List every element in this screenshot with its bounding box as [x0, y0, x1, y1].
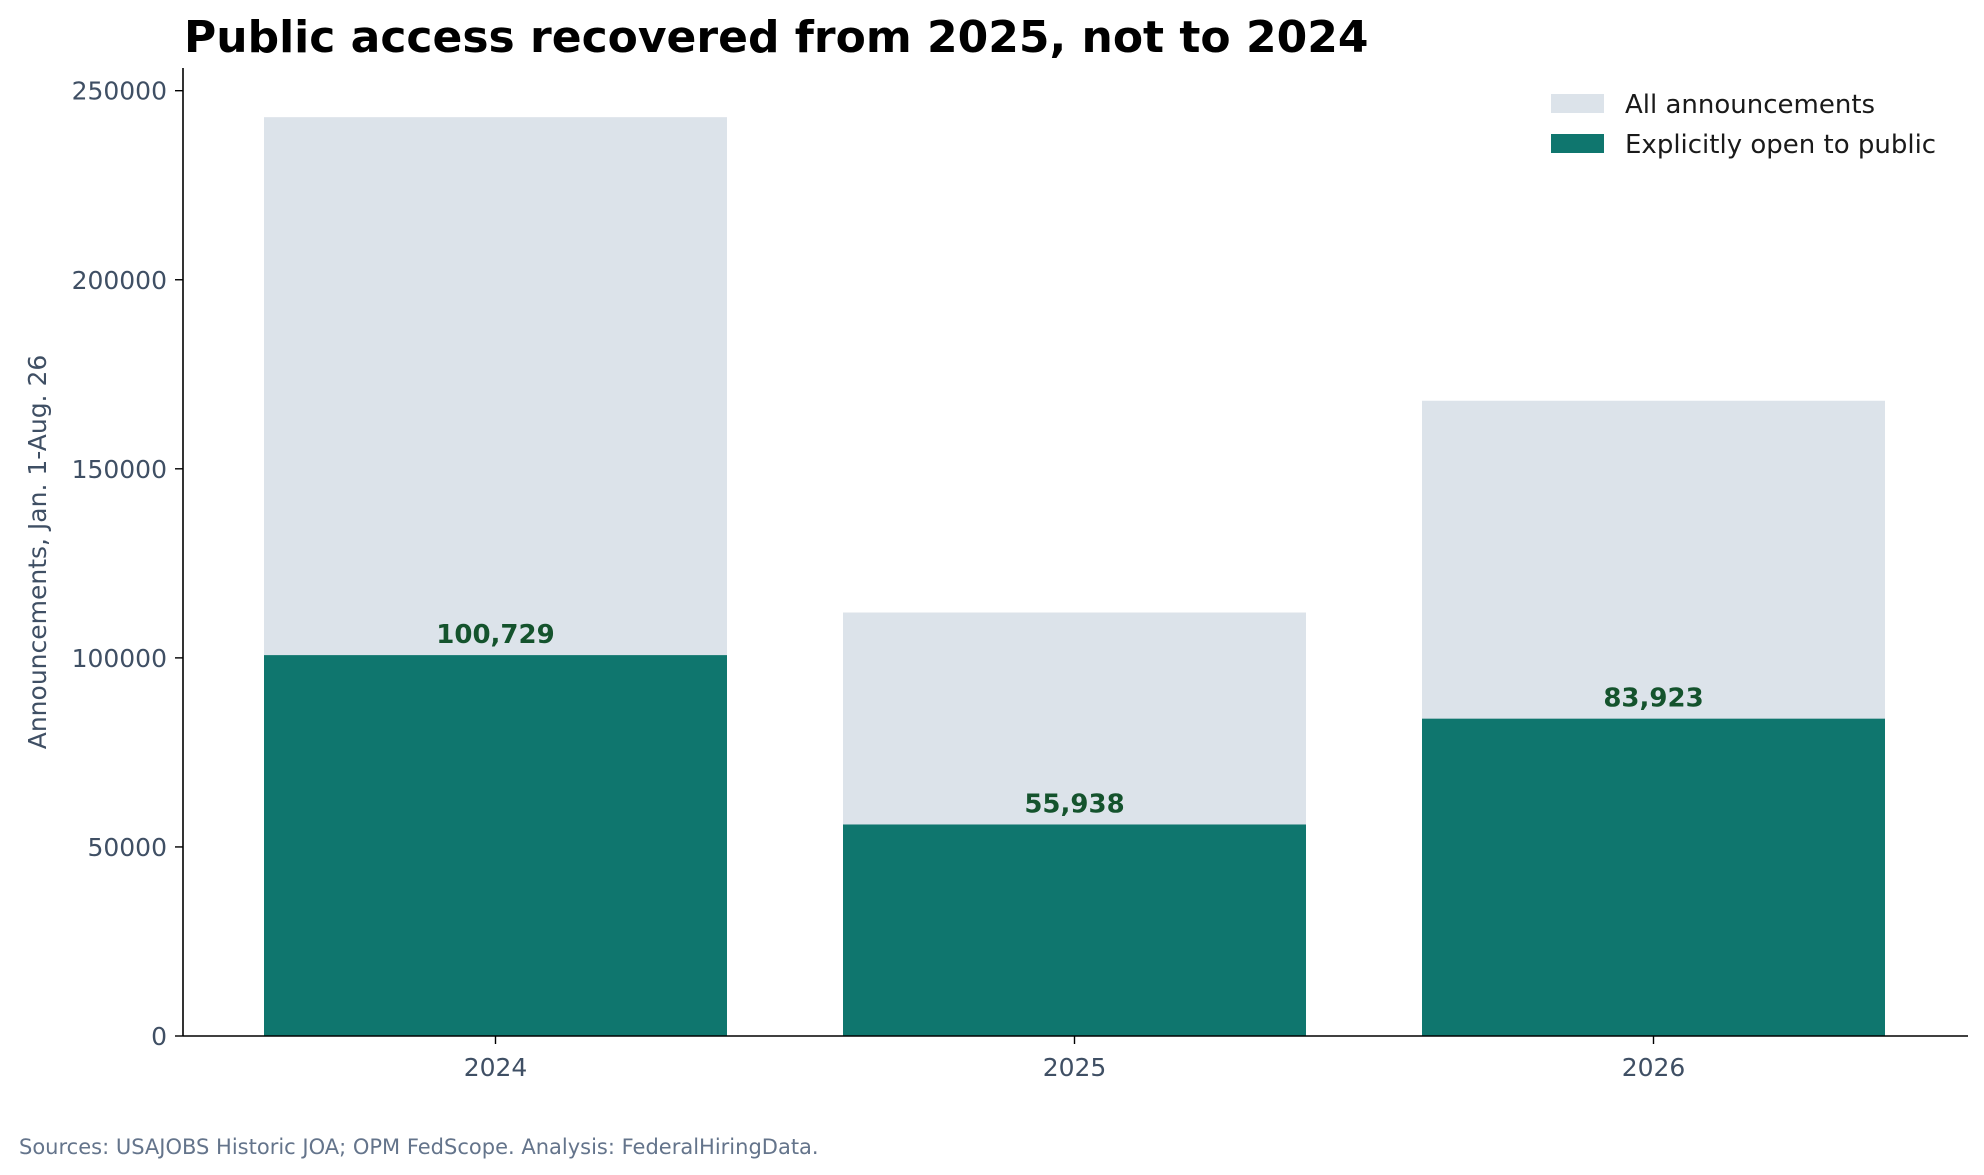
- y-tick-label-50000: 50000: [87, 833, 167, 862]
- data-label-2026: 83,923: [1603, 684, 1703, 714]
- y-tick-label-0: 0: [151, 1022, 167, 1051]
- legend-label-all: All announcements: [1625, 90, 1875, 120]
- x-tick-label-2026: 2026: [1622, 1053, 1686, 1082]
- y-tick-label-200000: 200000: [72, 266, 167, 295]
- legend-swatch-all: [1551, 94, 1604, 113]
- bar-public-2026: [1422, 718, 1885, 1036]
- bars-group: [264, 117, 1885, 1036]
- legend: All announcements Explicitly open to publ…: [1551, 90, 1936, 160]
- y-tick-label-250000: 250000: [72, 77, 167, 106]
- data-label-2025: 55,938: [1024, 789, 1124, 819]
- x-axis: 2024 2025 2026: [183, 1035, 1968, 1082]
- y-tick-label-150000: 150000: [72, 455, 167, 484]
- y-tick-label-100000: 100000: [72, 644, 167, 673]
- legend-label-public: Explicitly open to public: [1625, 130, 1936, 160]
- data-labels-group: 100,729 55,938 83,923: [436, 620, 1703, 819]
- bar-public-2024: [264, 655, 727, 1036]
- data-label-2024: 100,729: [436, 620, 554, 650]
- y-axis-title: Announcements, Jan. 1-Aug. 26: [23, 355, 52, 750]
- x-tick-label-2024: 2024: [464, 1053, 528, 1082]
- y-axis: 0 50000 100000 150000 200000 250000: [72, 68, 184, 1051]
- bar-public-2025: [843, 824, 1306, 1036]
- x-tick-label-2025: 2025: [1043, 1053, 1107, 1082]
- legend-swatch-public: [1551, 134, 1604, 153]
- chart-title: Public access recovered from 2025, not t…: [184, 12, 1368, 63]
- source-note: Sources: USAJOBS Historic JOA; OPM FedSc…: [19, 1135, 819, 1159]
